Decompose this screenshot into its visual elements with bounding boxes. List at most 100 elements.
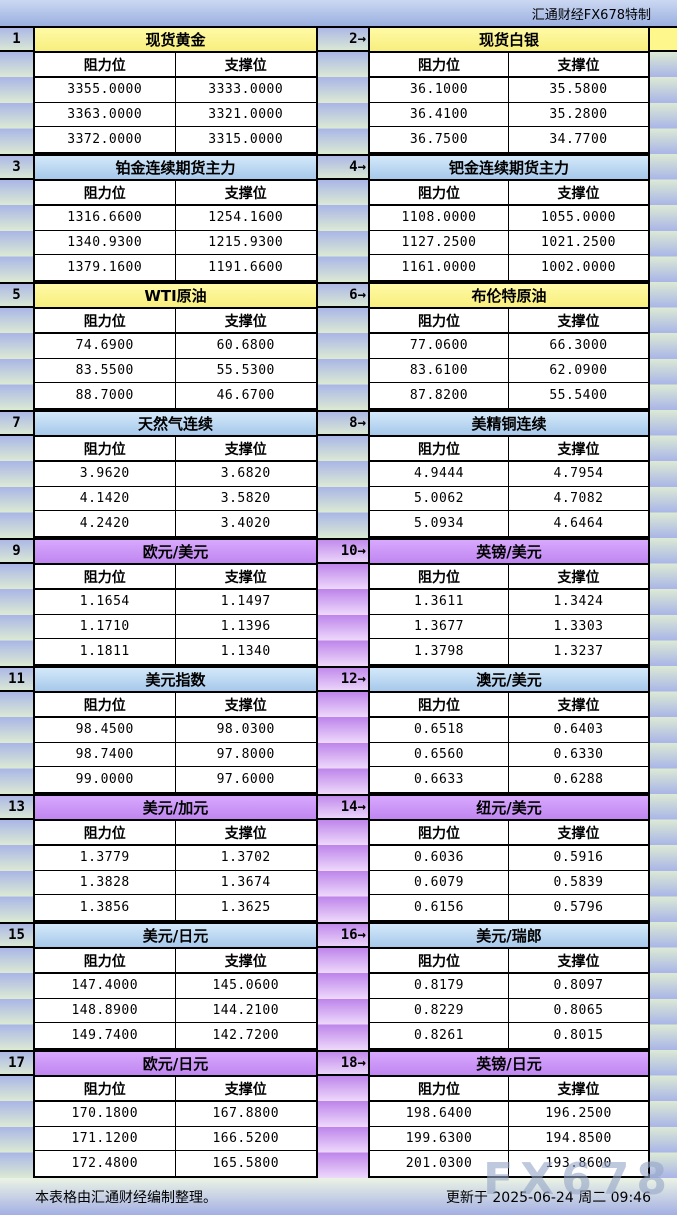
- left-margin-stripe: 5: [0, 282, 33, 410]
- resistance-value: 5.0934: [370, 511, 509, 536]
- table-row: 0.8261 0.8015: [370, 1023, 648, 1048]
- table-row: 170.1800 167.8800: [35, 1102, 316, 1127]
- table-row: 98.4500 98.0300: [35, 718, 316, 743]
- resistance-header: 阻力位: [35, 53, 176, 78]
- panel-title: 欧元/日元: [35, 1052, 316, 1077]
- panel-number: 12→: [318, 666, 368, 692]
- table-header-row: 阻力位 支撑位: [35, 437, 316, 462]
- resistance-value: 1316.6600: [35, 206, 176, 231]
- resistance-value: 83.5500: [35, 358, 176, 384]
- panel-pair-row: 17 欧元/日元 阻力位 支撑位 170.1800 167.8800 171.1…: [0, 1050, 677, 1178]
- panel-number: 9: [0, 538, 33, 564]
- resistance-value: 0.6156: [370, 895, 509, 920]
- table-row: 83.6100 62.0900: [370, 358, 648, 384]
- table-row: 4.1420 3.5820: [35, 486, 316, 512]
- brand-text: 汇通财经FX678特制: [531, 7, 651, 23]
- table-row: 1.3798 1.3237: [370, 639, 648, 664]
- table-header-row: 阻力位 支撑位: [35, 1077, 316, 1102]
- support-header: 支撑位: [175, 309, 316, 334]
- resistance-value: 36.4100: [370, 102, 509, 128]
- support-value: 166.5200: [175, 1127, 316, 1152]
- support-value: 1.1497: [175, 590, 316, 615]
- support-value: 1002.0000: [541, 260, 616, 276]
- panel-number: 14→: [318, 794, 368, 820]
- resistance-value: 1.1710: [35, 614, 176, 640]
- resistance-value: 1340.9300: [35, 230, 176, 256]
- table-row: 149.7400 142.7200: [35, 1023, 316, 1048]
- corner-cell: [650, 26, 677, 52]
- support-value: 34.7700: [549, 132, 608, 148]
- support-value: 1.1396: [175, 615, 316, 640]
- resistance-header: 阻力位: [370, 309, 509, 334]
- support-value: 46.6700: [216, 388, 275, 404]
- center-gutter-stripe: 2→: [318, 26, 368, 154]
- corner-cell: [650, 538, 677, 564]
- resistance-value: 4.2420: [35, 511, 176, 536]
- instrument-panel: 美精铜连续 阻力位 支撑位 4.9444 4.7954 5.0062 4.708…: [368, 410, 650, 538]
- instrument-panel: 现货黄金 阻力位 支撑位 3355.0000 3333.0000 3363.00…: [33, 26, 318, 154]
- corner-cell: [650, 794, 677, 820]
- support-value: 145.0600: [175, 974, 316, 999]
- support-value: 0.6403: [509, 718, 648, 743]
- support-value: 3.5820: [175, 487, 316, 512]
- center-gutter-stripe: 12→: [318, 666, 368, 794]
- support-header: 支撑位: [509, 821, 648, 846]
- table-header-row: 阻力位 支撑位: [370, 437, 648, 462]
- table-row: 74.6900 60.6800: [35, 334, 316, 359]
- resistance-value: 1.1654: [35, 590, 176, 615]
- footer-updated-timestamp: 更新于 2025-06-24 周二 09:46: [445, 1189, 651, 1206]
- support-header: 支撑位: [509, 53, 648, 78]
- resistance-value: 99.0000: [35, 767, 176, 792]
- right-margin-stripe: [650, 282, 677, 410]
- support-value: 3321.0000: [175, 103, 316, 128]
- table-row: 148.8900 144.2100: [35, 998, 316, 1024]
- support-value: 165.5800: [212, 1156, 280, 1172]
- support-value: 4.7082: [509, 487, 648, 512]
- panel-pair-row: 13 美元/加元 阻力位 支撑位 1.3779 1.3702 1.3828 1.…: [0, 794, 677, 922]
- corner-cell: [650, 666, 677, 692]
- support-value: 3315.0000: [208, 132, 284, 148]
- corner-cell: [650, 922, 677, 948]
- table-row: 0.8229 0.8065: [370, 998, 648, 1024]
- panel-number: 6→: [318, 282, 368, 308]
- table-header-row: 阻力位 支撑位: [370, 565, 648, 590]
- panels-grid: 1 现货黄金 阻力位 支撑位 3355.0000 3333.0000 3363.…: [0, 26, 677, 1178]
- resistance-header: 阻力位: [370, 565, 509, 590]
- table-row: 1.1654 1.1497: [35, 590, 316, 615]
- table-row: 3.9620 3.6820: [35, 462, 316, 487]
- support-value: 0.8065: [509, 999, 648, 1024]
- resistance-value: 201.0300: [370, 1151, 509, 1176]
- panel-title: 钯金连续期货主力: [370, 156, 648, 181]
- table-header-row: 阻力位 支撑位: [370, 1077, 648, 1102]
- panel-title: 欧元/美元: [35, 540, 316, 565]
- panel-number: 17: [0, 1050, 33, 1076]
- support-value: 97.6000: [216, 772, 275, 788]
- resistance-value: 3.9620: [35, 462, 176, 487]
- table-row: 0.6036 0.5916: [370, 846, 648, 871]
- table-row: 77.0600 66.3000: [370, 334, 648, 359]
- left-margin-stripe: 1: [0, 26, 33, 154]
- left-margin-stripe: 7: [0, 410, 33, 538]
- table-row: 3363.0000 3321.0000: [35, 102, 316, 128]
- support-value: 0.5839: [509, 871, 648, 896]
- table-row: 199.6300 194.8500: [370, 1126, 648, 1152]
- support-header: 支撑位: [175, 53, 316, 78]
- resistance-value: 1.1811: [35, 639, 176, 664]
- panel-title: 现货黄金: [35, 28, 316, 53]
- resistance-header: 阻力位: [370, 437, 509, 462]
- support-value: 1191.6600: [208, 260, 284, 276]
- left-margin-stripe: 9: [0, 538, 33, 666]
- support-header: 支撑位: [509, 437, 648, 462]
- panel-pair-row: 1 现货黄金 阻力位 支撑位 3355.0000 3333.0000 3363.…: [0, 26, 677, 154]
- panel-title: 美元/瑞郎: [370, 924, 648, 949]
- support-value: 0.6330: [509, 743, 648, 768]
- table-header-row: 阻力位 支撑位: [35, 693, 316, 718]
- instrument-panel: 美元指数 阻力位 支撑位 98.4500 98.0300 98.7400 97.…: [33, 666, 318, 794]
- resistance-value: 5.0062: [370, 486, 509, 512]
- panel-title: 美元/加元: [35, 796, 316, 821]
- center-gutter-stripe: 18→: [318, 1050, 368, 1178]
- panel-number: 8→: [318, 410, 368, 436]
- panel-pair-row: 15 美元/日元 阻力位 支撑位 147.4000 145.0600 148.8…: [0, 922, 677, 1050]
- table-header-row: 阻力位 支撑位: [35, 821, 316, 846]
